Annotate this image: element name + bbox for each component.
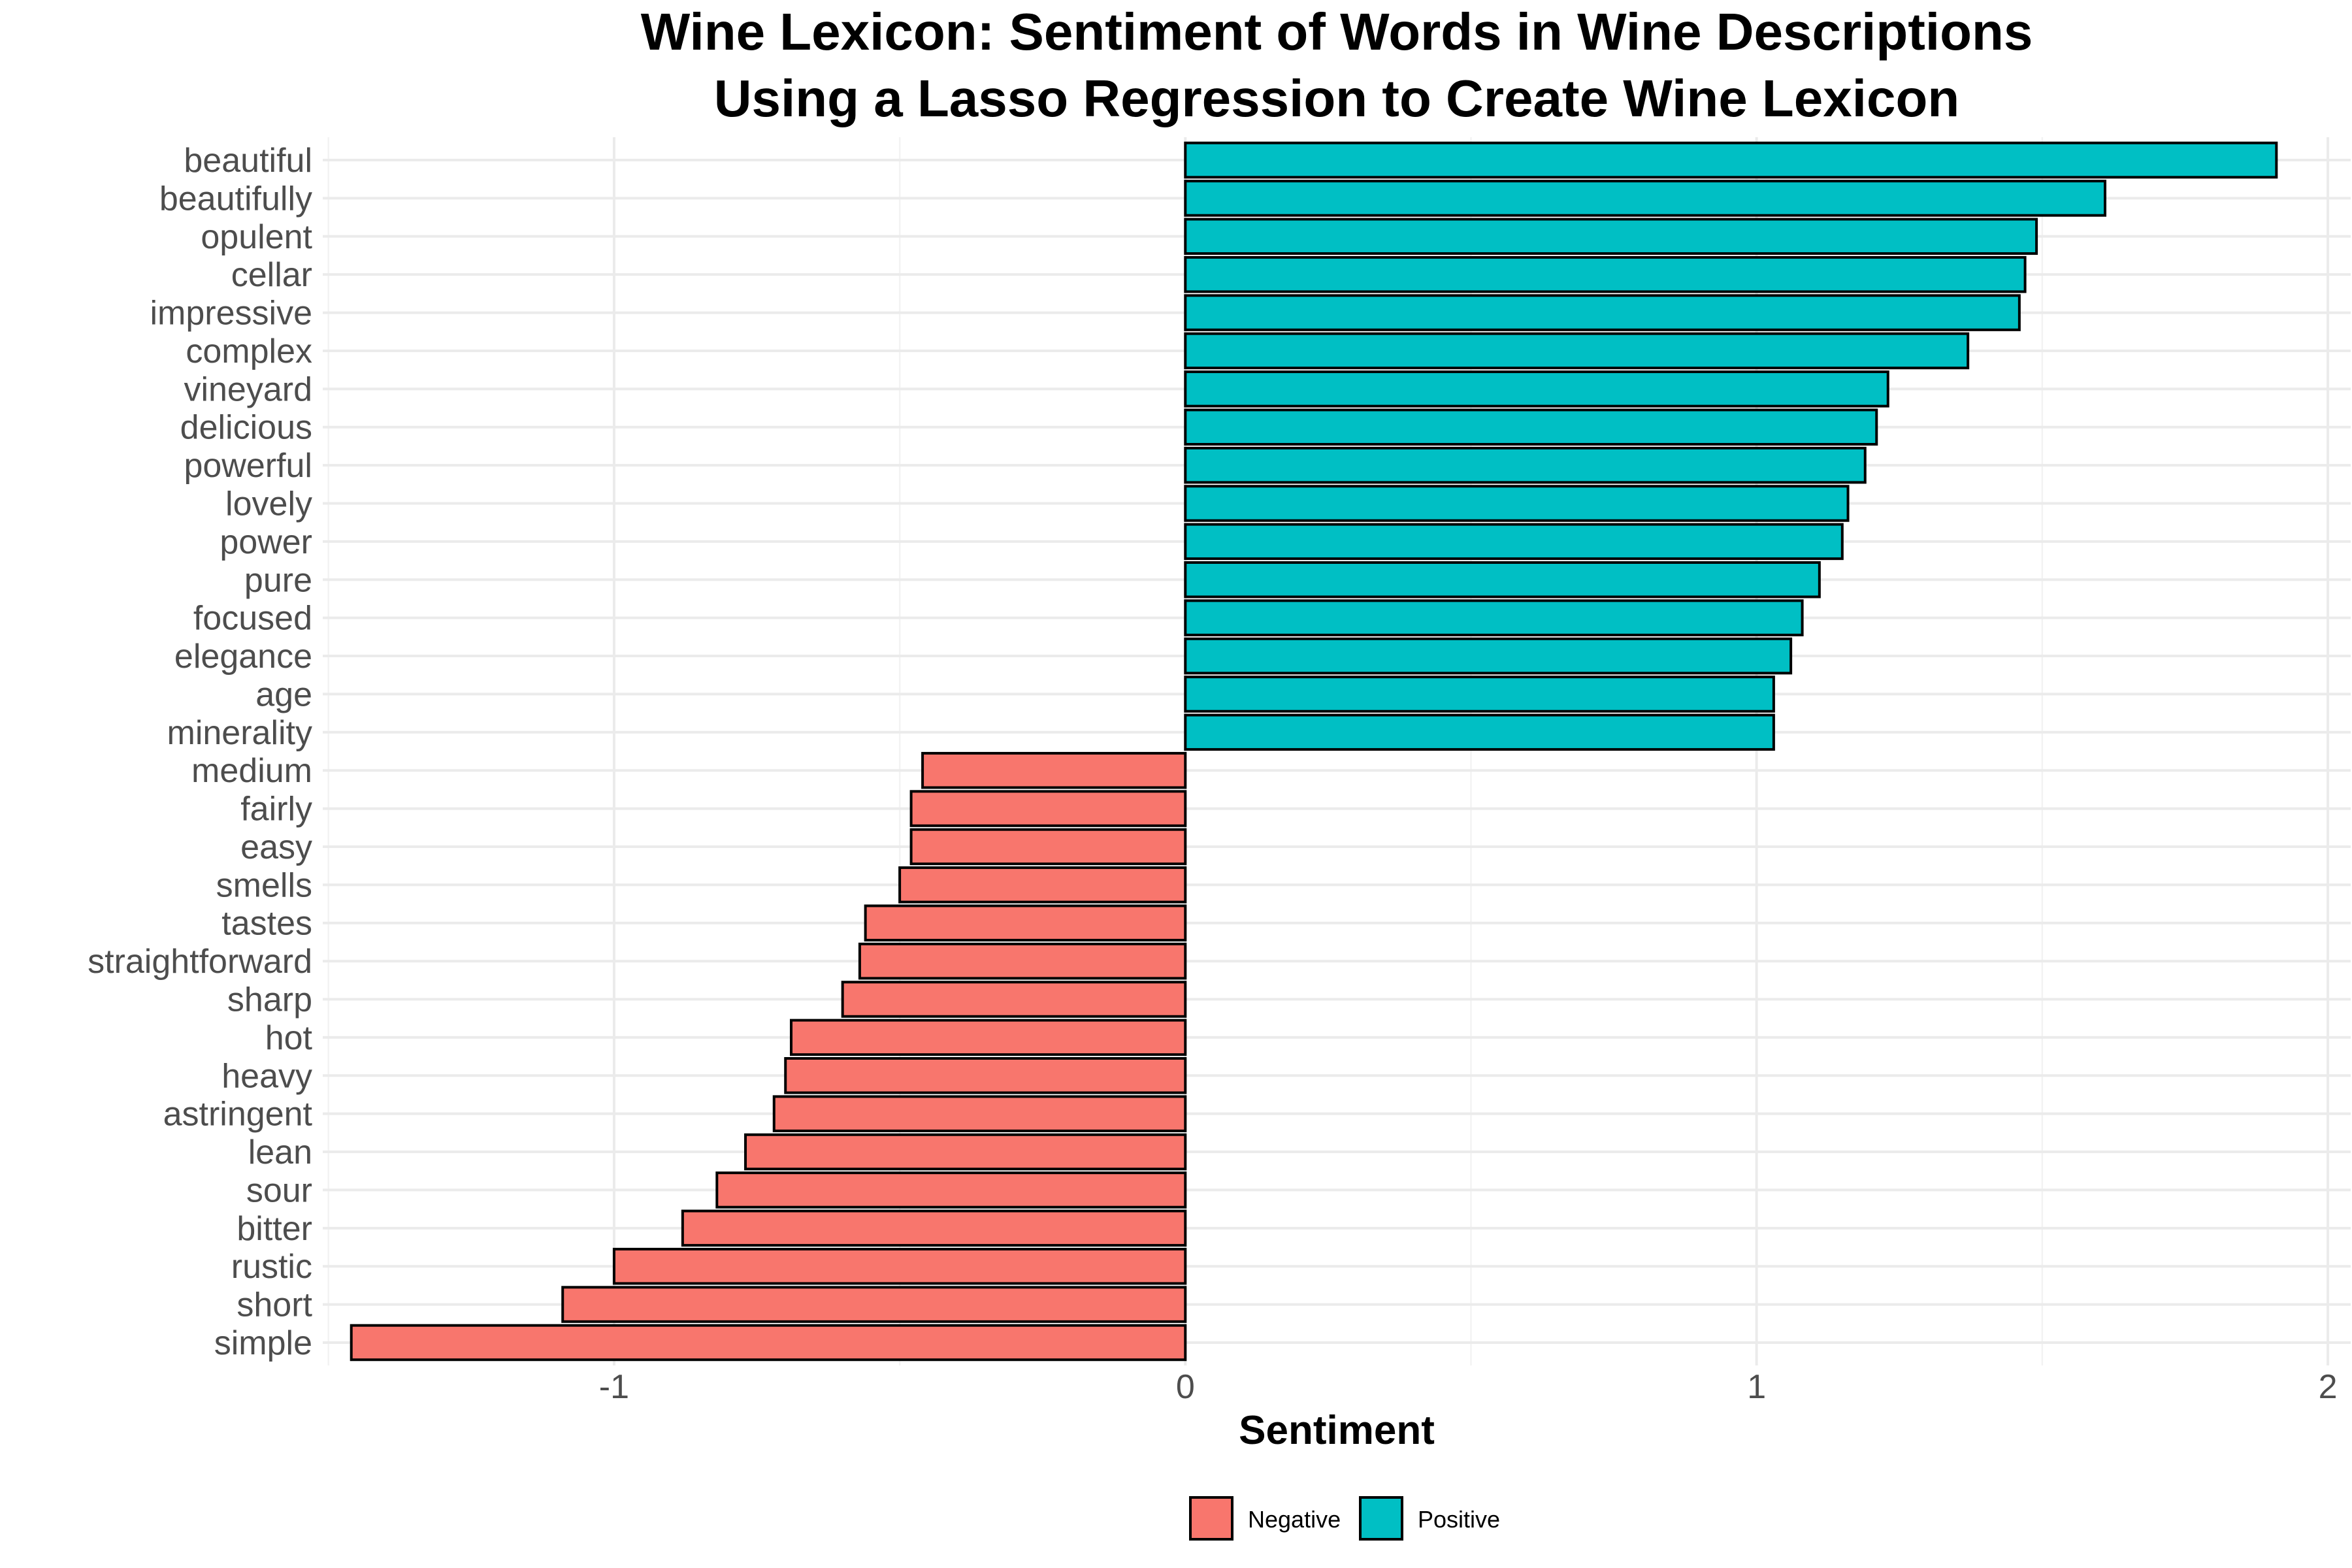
bar-beautiful bbox=[1184, 141, 2278, 179]
y-tick-label: opulent bbox=[201, 218, 312, 256]
y-tick-label: short bbox=[237, 1286, 312, 1324]
y-tick-label: complex bbox=[186, 333, 312, 370]
y-tick-label: lovely bbox=[225, 485, 312, 523]
y-tick-label: vineyard bbox=[184, 370, 312, 408]
x-axis-tick-labels: -1 0 1 2 bbox=[599, 1368, 2338, 1406]
y-tick-label: beautiful bbox=[184, 142, 312, 180]
bar-vineyard bbox=[1184, 370, 1889, 408]
bar-minerality bbox=[1184, 713, 1775, 751]
bar-focused bbox=[1184, 599, 1804, 636]
y-axis-tick-labels: beautifulbeautifullyopulentcellarimpress… bbox=[88, 142, 312, 1362]
y-tick-label: minerality bbox=[167, 714, 313, 752]
y-tick-label: sharp bbox=[227, 981, 312, 1019]
x-tick-label: 1 bbox=[1747, 1368, 1766, 1406]
y-tick-label: heavy bbox=[221, 1057, 312, 1095]
y-tick-label: elegance bbox=[174, 638, 312, 676]
y-tick-label: cellar bbox=[231, 256, 312, 294]
bar-lovely bbox=[1184, 485, 1850, 522]
y-tick-label: rustic bbox=[231, 1248, 312, 1286]
chart-title-line-2: Using a Lasso Regression to Create Wine … bbox=[714, 69, 1959, 127]
bar-easy bbox=[909, 828, 1187, 866]
plot-panel bbox=[323, 137, 2351, 1365]
y-tick-label: lean bbox=[248, 1134, 312, 1171]
x-tick-label: -1 bbox=[599, 1368, 629, 1406]
y-tick-label: simple bbox=[214, 1324, 312, 1362]
bar-beautifully bbox=[1184, 180, 2107, 217]
y-tick-label: bitter bbox=[237, 1210, 312, 1248]
bar-cellar bbox=[1184, 255, 2027, 293]
y-tick-label: fairly bbox=[240, 791, 312, 828]
y-tick-label: beautifully bbox=[159, 180, 312, 218]
y-tick-label: focused bbox=[193, 600, 312, 638]
bar-heavy bbox=[784, 1057, 1187, 1094]
bar-sour bbox=[715, 1171, 1187, 1209]
y-tick-label: sour bbox=[246, 1171, 312, 1209]
bar-complex bbox=[1184, 332, 1970, 370]
bar-hot bbox=[789, 1019, 1187, 1056]
bar-tastes bbox=[864, 904, 1187, 942]
y-tick-label: hot bbox=[265, 1019, 313, 1057]
bar-astringent bbox=[772, 1095, 1187, 1132]
bar-impressive bbox=[1184, 294, 2021, 331]
y-tick-label: medium bbox=[191, 752, 312, 790]
legend-label-positive: Positive bbox=[1418, 1506, 1500, 1533]
y-tick-label: straightforward bbox=[88, 943, 312, 981]
bar-straightforward bbox=[858, 942, 1187, 980]
y-tick-label: impressive bbox=[150, 295, 313, 333]
y-tick-label: powerful bbox=[184, 447, 312, 485]
x-tick-label: 2 bbox=[2319, 1368, 2338, 1406]
bar-lean bbox=[744, 1133, 1187, 1171]
x-axis-title: Sentiment bbox=[1239, 1408, 1435, 1453]
bar-smells bbox=[898, 866, 1187, 904]
bar-simple bbox=[350, 1324, 1187, 1362]
bar-bitter bbox=[681, 1209, 1187, 1247]
y-tick-label: delicious bbox=[180, 409, 312, 447]
bar-powerful bbox=[1184, 446, 1867, 484]
legend-key-negative bbox=[1189, 1496, 1233, 1541]
bar-sharp bbox=[841, 981, 1187, 1018]
y-tick-label: easy bbox=[240, 828, 312, 866]
bar-pure bbox=[1184, 561, 1821, 598]
y-tick-label: astringent bbox=[163, 1096, 313, 1134]
bar-medium bbox=[921, 751, 1187, 789]
legend: Negative Positive bbox=[1189, 1496, 1500, 1541]
y-tick-label: tastes bbox=[221, 905, 312, 943]
legend-key-positive bbox=[1359, 1496, 1403, 1541]
x-tick-label: 0 bbox=[1176, 1368, 1195, 1406]
bar-short bbox=[561, 1286, 1187, 1323]
y-tick-label: pure bbox=[244, 561, 312, 599]
y-tick-label: smells bbox=[216, 866, 312, 904]
legend-label-negative: Negative bbox=[1248, 1506, 1341, 1533]
y-tick-label: age bbox=[255, 676, 312, 713]
chart-title-line-1: Wine Lexicon: Sentiment of Words in Wine… bbox=[641, 3, 2033, 61]
bar-opulent bbox=[1184, 218, 2038, 255]
bar-fairly bbox=[909, 790, 1187, 827]
bar-power bbox=[1184, 523, 1844, 561]
bar-delicious bbox=[1184, 408, 1878, 446]
y-tick-label: power bbox=[220, 523, 312, 561]
bar-rustic bbox=[612, 1247, 1187, 1285]
bar-elegance bbox=[1184, 637, 1793, 675]
bar-age bbox=[1184, 676, 1775, 713]
bars bbox=[350, 141, 2278, 1362]
